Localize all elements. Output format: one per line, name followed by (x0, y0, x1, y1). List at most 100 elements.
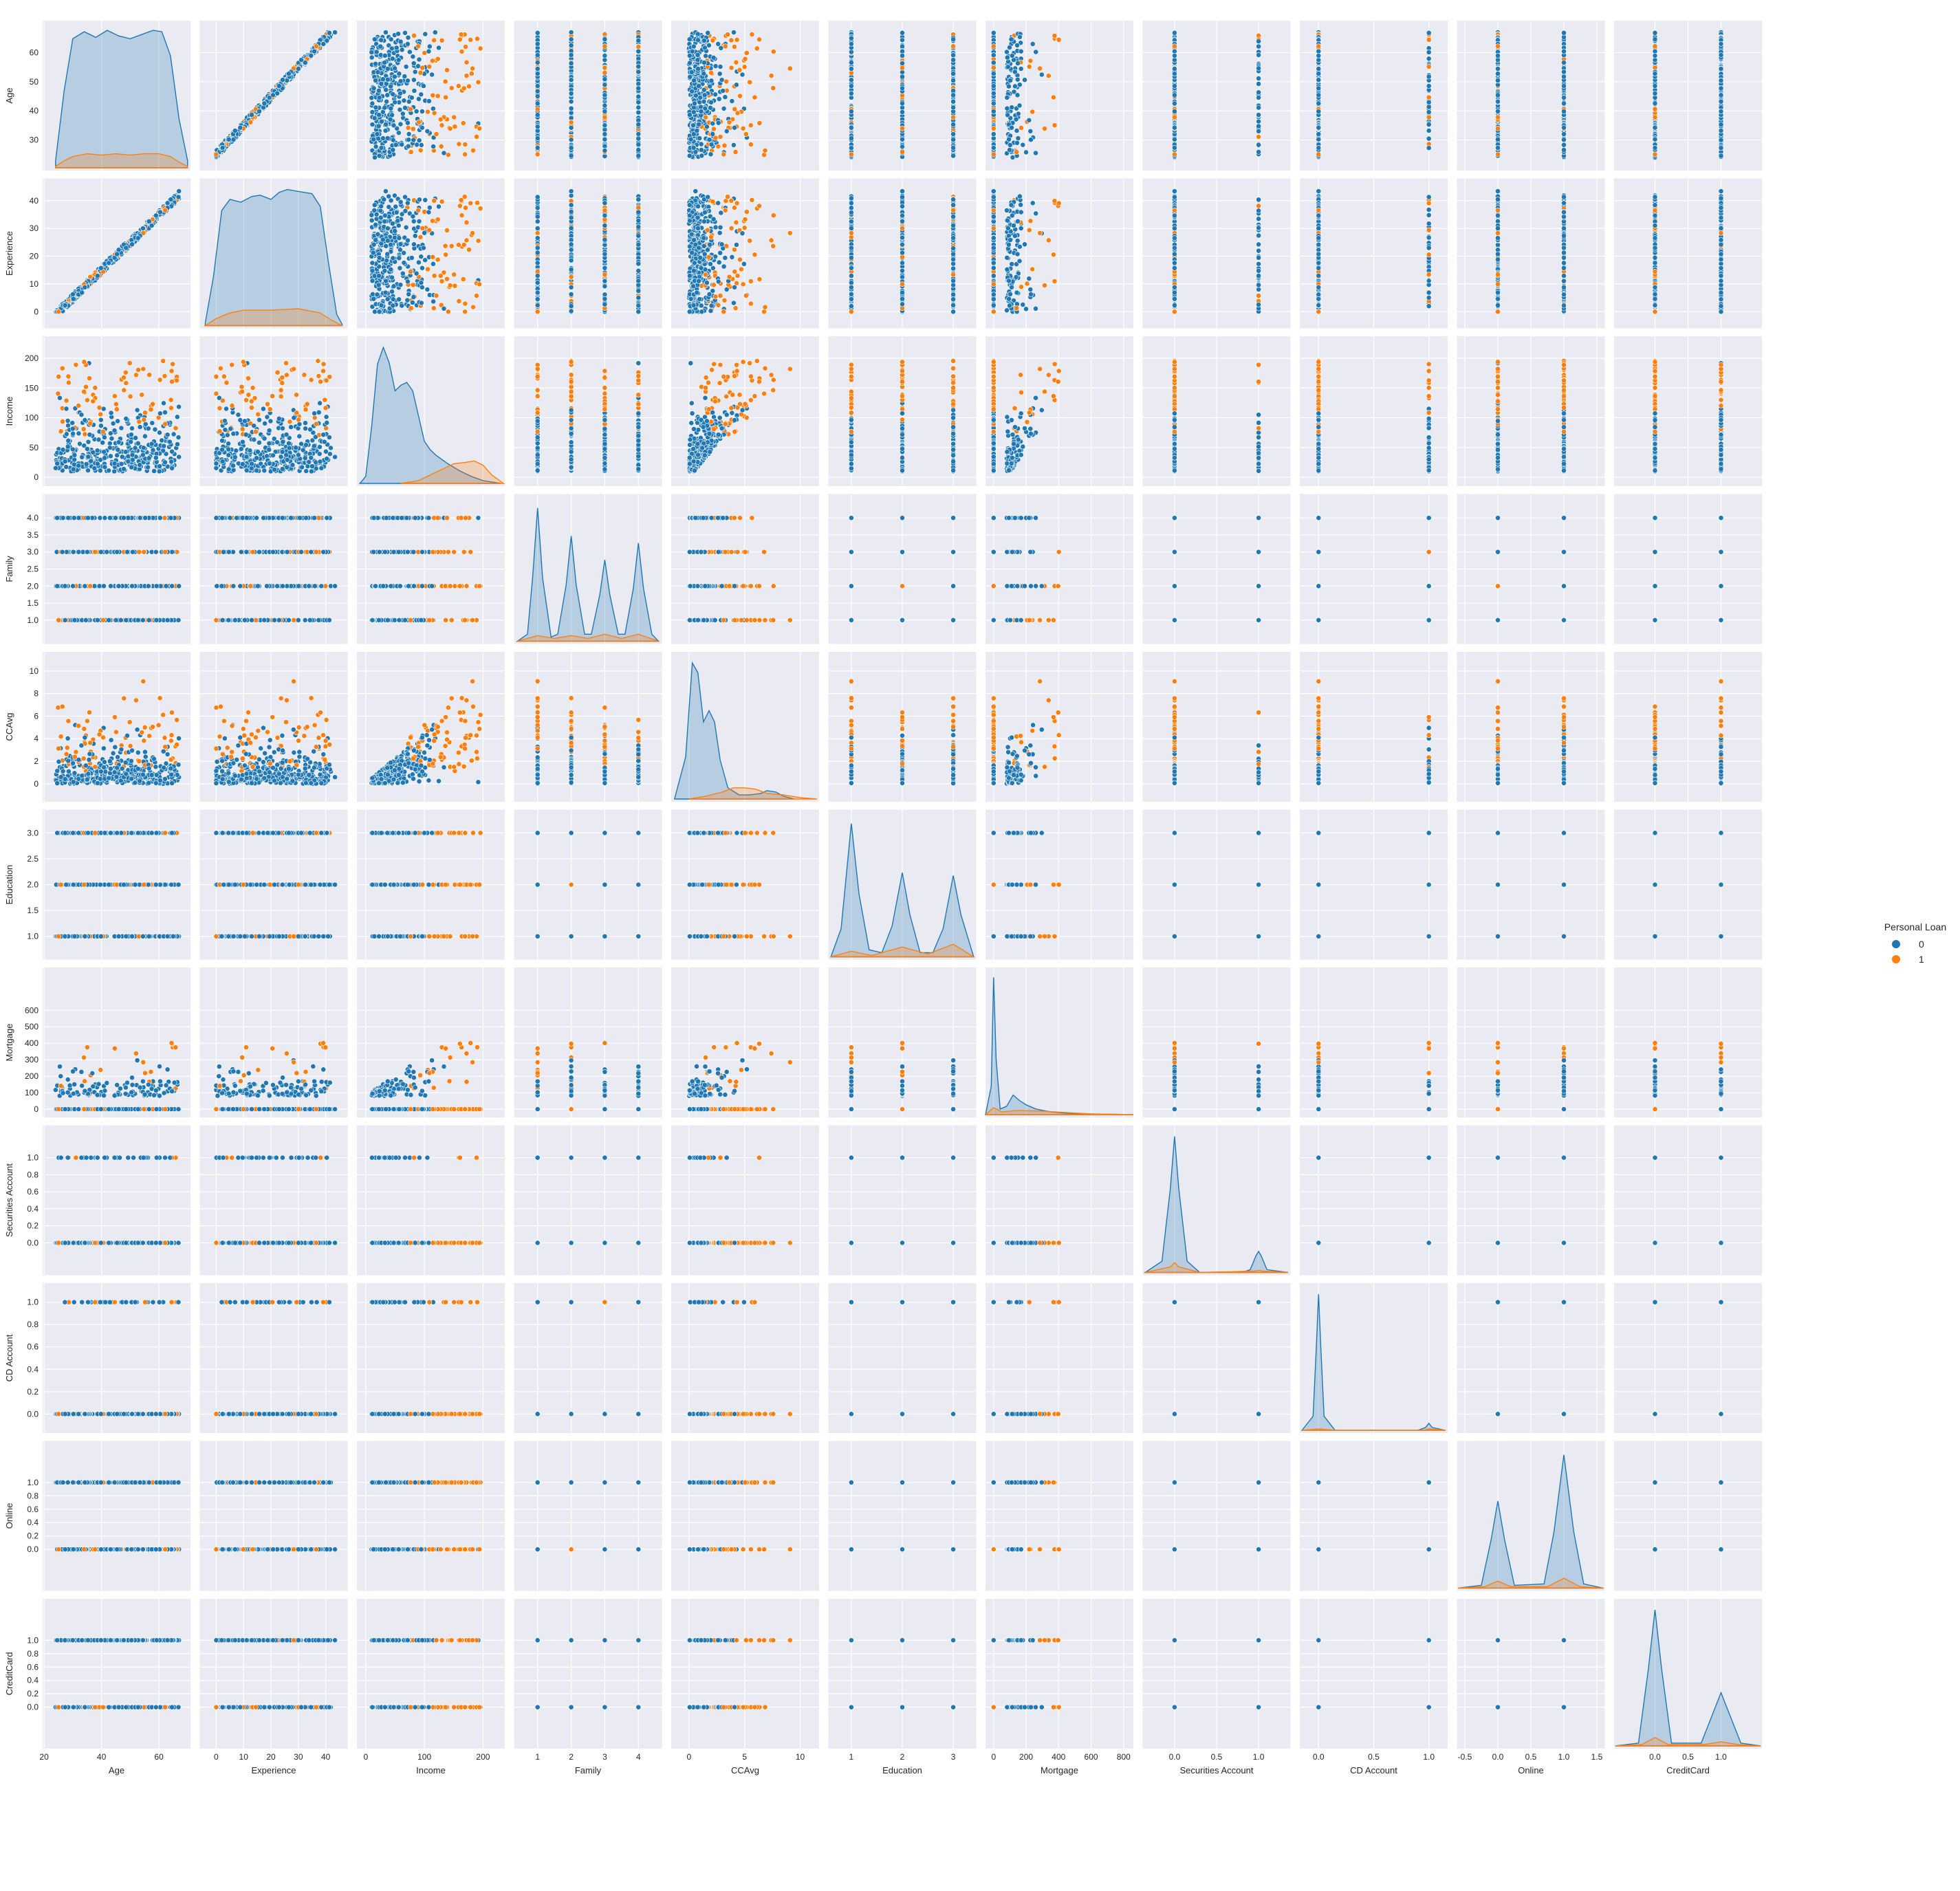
scatter-point-loan-1 (432, 38, 437, 43)
scatter-point-loan-0 (226, 137, 231, 142)
scatter-point-loan-1 (439, 123, 444, 128)
scatter-point-loan-1 (435, 94, 440, 98)
scatter-point-loan-0 (411, 138, 416, 142)
scatter-point-loan-0 (535, 53, 540, 58)
scatter-point-loan-1 (432, 111, 437, 116)
panel-age-vs-experience (200, 21, 348, 171)
panel-age-vs-family (514, 21, 662, 171)
scatter-point-loan-0 (569, 106, 574, 111)
scatter-point-loan-0 (398, 39, 403, 44)
scatter-point-loan-0 (636, 69, 641, 74)
scatter-point-loan-0 (373, 61, 378, 66)
scatter-point-loan-1 (475, 36, 479, 41)
scatter-point-loan-0 (373, 105, 378, 110)
scatter-point-loan-0 (636, 64, 641, 69)
scatter-point-loan-1 (463, 152, 468, 157)
scatter-point-loan-0 (423, 32, 428, 36)
scatter-point-loan-0 (442, 151, 446, 155)
scatter-point-loan-0 (602, 37, 607, 42)
scatter-point-loan-1 (416, 120, 421, 124)
scatter-point-loan-0 (232, 128, 237, 133)
scatter-point-loan-0 (309, 53, 314, 58)
scatter-point-loan-0 (372, 37, 377, 42)
scatter-point-loan-0 (333, 30, 338, 34)
scatter-point-loan-0 (569, 111, 574, 116)
scatter-point-loan-0 (397, 72, 402, 76)
scatter-point-loan-0 (569, 91, 574, 96)
scatter-point-loan-1 (416, 44, 421, 49)
scatter-point-loan-0 (636, 122, 641, 127)
scatter-point-loan-0 (372, 116, 377, 120)
scatter-point-loan-1 (478, 46, 483, 51)
scatter-point-loan-0 (375, 136, 380, 141)
scatter-point-loan-1 (457, 142, 461, 146)
scatter-point-loan-0 (421, 83, 426, 88)
scatter-point-loan-1 (602, 115, 607, 120)
scatter-point-loan-1 (443, 79, 448, 84)
scatter-point-loan-0 (379, 119, 384, 124)
scatter-point-loan-0 (569, 30, 574, 34)
scatter-point-loan-0 (402, 98, 406, 103)
scatter-point-loan-0 (419, 92, 424, 97)
scatter-point-loan-0 (636, 86, 641, 91)
scatter-point-loan-0 (569, 37, 574, 42)
scatter-point-loan-0 (602, 53, 607, 58)
scatter-point-loan-0 (391, 92, 395, 97)
scatter-point-loan-0 (391, 123, 396, 128)
scatter-point-loan-0 (400, 47, 404, 52)
scatter-point-loan-0 (372, 155, 377, 160)
scatter-point-loan-0 (398, 91, 402, 96)
scatter-point-loan-0 (420, 125, 424, 130)
scatter-point-loan-0 (385, 77, 390, 82)
scatter-point-loan-1 (438, 117, 443, 122)
scatter-point-loan-0 (396, 58, 401, 63)
scatter-point-loan-0 (220, 145, 225, 150)
scatter-point-loan-0 (376, 124, 381, 129)
scatter-point-loan-1 (757, 121, 762, 126)
scatter-point-loan-1 (457, 37, 462, 42)
scatter-point-loan-0 (569, 43, 574, 47)
scatter-point-loan-0 (398, 122, 403, 127)
scatter-point-loan-0 (382, 61, 387, 65)
scatter-point-loan-1 (430, 58, 435, 63)
scatter-point-loan-0 (327, 30, 331, 35)
scatter-point-loan-0 (389, 106, 393, 111)
scatter-point-loan-0 (535, 135, 540, 140)
scatter-point-loan-0 (409, 95, 414, 100)
scatter-point-loan-0 (602, 93, 607, 98)
scatter-point-loan-0 (427, 44, 432, 49)
scatter-point-loan-0 (370, 110, 375, 115)
scatter-point-loan-0 (569, 61, 574, 66)
scatter-point-loan-0 (370, 122, 375, 127)
scatter-point-loan-1 (418, 70, 423, 75)
scatter-point-loan-0 (535, 89, 540, 94)
scatter-point-loan-0 (535, 113, 540, 118)
scatter-point-loan-1 (453, 124, 457, 129)
scatter-point-loan-0 (535, 72, 540, 76)
scatter-point-loan-0 (419, 142, 424, 147)
scatter-point-loan-0 (389, 113, 394, 118)
scatter-point-loan-0 (286, 72, 291, 76)
scatter-point-loan-1 (468, 37, 473, 42)
scatter-point-loan-0 (414, 109, 419, 113)
scatter-point-loan-0 (393, 66, 398, 71)
scatter-point-loan-0 (407, 50, 412, 54)
scatter-point-loan-0 (385, 135, 390, 140)
scatter-point-loan-0 (569, 138, 574, 142)
scatter-point-loan-0 (379, 38, 384, 43)
scatter-point-loan-0 (376, 88, 381, 93)
scatter-point-loan-1 (439, 38, 444, 43)
scatter-point-loan-1 (763, 148, 767, 153)
scatter-point-loan-1 (470, 148, 475, 153)
scatter-point-loan-0 (398, 79, 403, 84)
scatter-point-loan-0 (636, 136, 641, 141)
scatter-point-loan-1 (406, 125, 411, 130)
scatter-point-loan-0 (406, 131, 411, 136)
scatter-point-loan-0 (375, 131, 380, 136)
scatter-point-loan-0 (384, 87, 389, 92)
scatter-point-loan-0 (602, 123, 607, 128)
scatter-point-loan-0 (276, 83, 281, 88)
scatter-point-loan-0 (312, 49, 317, 54)
scatter-point-loan-0 (376, 113, 381, 118)
scatter-point-loan-0 (636, 142, 641, 147)
